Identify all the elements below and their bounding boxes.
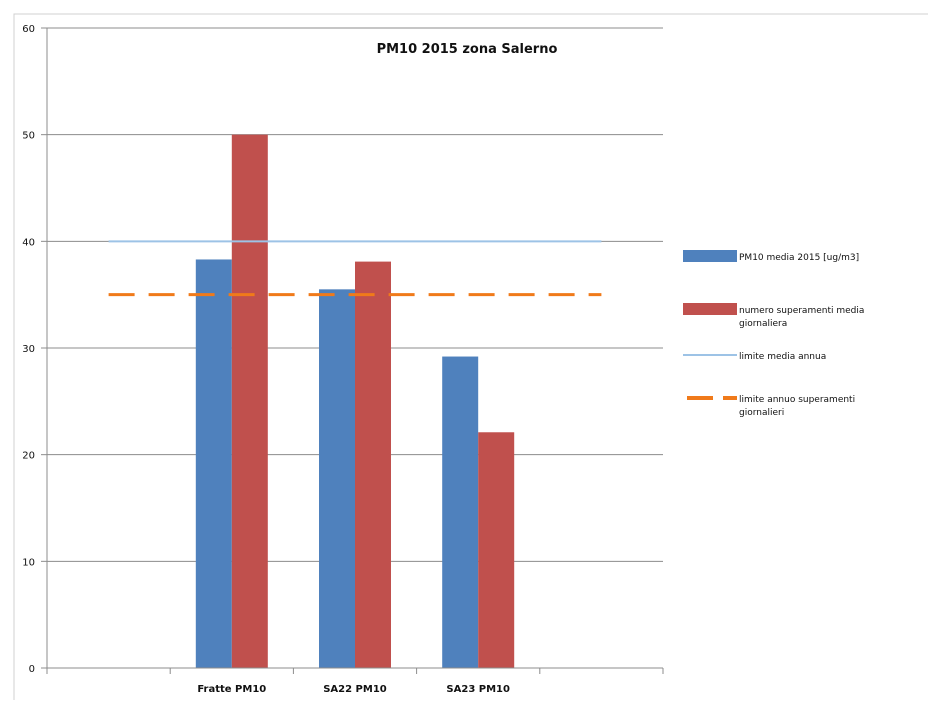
y-tick-label: 50 [22, 131, 35, 142]
y-tick-label: 20 [22, 451, 35, 462]
legend-label: numero superamenti media [739, 306, 864, 316]
axis-layer: 0 10 20 30 40 50 60 Fratte PM10 SA22 PM10 SA23 PM… [22, 24, 664, 695]
y-tick-label: 30 [22, 344, 35, 355]
legend-swatch [683, 250, 737, 262]
bar [478, 432, 515, 668]
x-tick-label: SA22 PM10 [323, 684, 387, 695]
bar [355, 261, 391, 668]
y-tick-label: 0 [29, 664, 35, 675]
bar [319, 289, 355, 668]
bar [231, 134, 268, 668]
bar [195, 259, 232, 668]
y-tick-label: 10 [22, 557, 35, 568]
legend-label: limite annuo superamenti [739, 395, 855, 405]
legend: PM10 media 2015 [ug/m3] numero superament… [683, 250, 864, 418]
chart-title: PM10 2015 zona Salerno [377, 42, 558, 57]
x-tick-label: SA23 PM10 [446, 684, 510, 695]
legend-label: giornaliera [739, 319, 787, 329]
y-tick-label: 40 [22, 237, 35, 248]
legend-label: limite media annua [739, 352, 826, 362]
bar [442, 356, 479, 668]
legend-swatch [683, 303, 737, 315]
legend-label: giornalieri [739, 408, 784, 418]
marks-layer [108, 134, 602, 668]
y-tick-label: 60 [22, 24, 35, 35]
legend-label: PM10 media 2015 [ug/m3] [739, 253, 859, 263]
x-tick-label: Fratte PM10 [197, 684, 266, 695]
